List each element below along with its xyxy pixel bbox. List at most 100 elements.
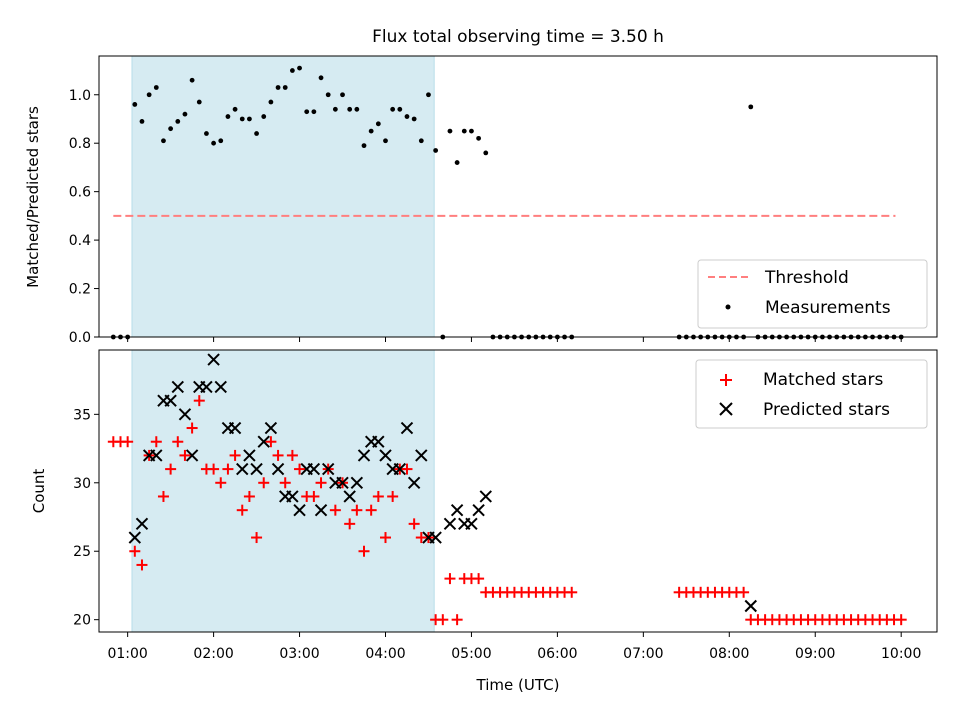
- measurement-point: [239, 116, 245, 122]
- measurement-point: [390, 106, 396, 112]
- measurement-point: [175, 119, 181, 124]
- x-tick-label: 10:00: [881, 646, 921, 662]
- measurement-point: [411, 116, 417, 122]
- bottom-legend: Matched stars Predicted stars: [695, 359, 928, 429]
- measurement-point: [483, 150, 489, 156]
- y-tick-label: 25: [73, 544, 91, 560]
- top-plot-frame: [98, 55, 938, 338]
- measurement-point: [375, 121, 381, 127]
- predicted-star-point: [286, 490, 299, 503]
- matched-star-point: [372, 490, 384, 502]
- predicted-star-point: [744, 599, 757, 613]
- measurement-point: [254, 131, 259, 136]
- legend-threshold-label: Threshold: [764, 268, 849, 288]
- matched-star-point: [258, 477, 270, 489]
- measurement-point: [218, 138, 224, 144]
- matched-star-point: [272, 449, 284, 461]
- predicted-star-point: [185, 449, 199, 462]
- predicted-star-point: [207, 353, 220, 366]
- measurement-point: [469, 128, 474, 134]
- matched-star-point: [122, 436, 134, 448]
- shade-rect: [131, 349, 435, 633]
- matched-star-point: [286, 449, 298, 461]
- measurement-point: [232, 106, 238, 112]
- predicted-star-point: [479, 490, 492, 503]
- matched-star-point: [401, 463, 413, 475]
- legend-predicted-swatch: [719, 402, 733, 416]
- y-tick-label: 0.8: [69, 136, 91, 152]
- measurement-point: [132, 102, 138, 107]
- matched-star-point: [387, 490, 399, 502]
- measurement-point: [318, 75, 324, 81]
- predicted-star-point: [465, 517, 478, 531]
- y-tick-label: 0.6: [69, 185, 91, 201]
- measurement-point: [153, 85, 159, 90]
- predicted-star-point: [400, 421, 414, 435]
- matched-star-point: [236, 504, 248, 516]
- matched-star-point: [251, 532, 263, 544]
- bottom-x-axis-label: Time (UTC): [476, 676, 560, 694]
- matched-star-point: [186, 422, 198, 434]
- measurement-point: [447, 128, 453, 134]
- measurement-point: [354, 106, 360, 112]
- measurement-point: [748, 104, 754, 110]
- measurement-point: [182, 111, 188, 117]
- x-tick-label: 04:00: [365, 646, 405, 662]
- y-tick-label: 30: [73, 476, 91, 492]
- predicted-star-point: [343, 490, 356, 503]
- predicted-star-point: [429, 531, 442, 544]
- predicted-star-point: [393, 462, 407, 476]
- y-tick-label: 20: [73, 613, 91, 629]
- top-y-axis-label: Matched/Predicted stars: [24, 106, 42, 288]
- top-observing-interval-shade: [131, 55, 435, 338]
- y-tick-label: 0.2: [69, 282, 91, 298]
- bottom-y-axis-label: Count: [30, 469, 48, 514]
- y-tick-label: 0.0: [69, 330, 91, 346]
- matched-star-point: [179, 449, 191, 461]
- x-tick-label: 02:00: [193, 646, 233, 662]
- y-tick-label: 35: [73, 407, 91, 423]
- x-tick-label: 06:00: [537, 646, 577, 662]
- matched-star-point: [279, 477, 291, 489]
- matched-star-point: [344, 518, 356, 530]
- measurement-point: [476, 135, 482, 141]
- measurement-point: [304, 109, 310, 115]
- predicted-star-point: [200, 380, 213, 394]
- measurement-point: [211, 140, 216, 146]
- matched-star-point: [358, 545, 370, 557]
- bottom-y-axis: 20 25 30 35: [73, 407, 99, 629]
- top-chart-title: Flux total observing time = 3.50 h: [372, 27, 664, 47]
- shade-rect: [131, 55, 435, 338]
- measurement-point: [426, 92, 431, 98]
- measurement-point: [347, 106, 353, 112]
- matched-star-point: [566, 586, 578, 598]
- measurement-point: [404, 114, 410, 119]
- matched-star-point: [444, 573, 456, 585]
- matched-star-point: [379, 532, 391, 544]
- measurement-point: [325, 92, 331, 98]
- matched-star-point: [408, 518, 420, 530]
- matched-star-point: [351, 504, 363, 516]
- predicted-star-point: [214, 380, 227, 394]
- measurement-point: [225, 114, 231, 119]
- measurement-point: [168, 126, 174, 132]
- predicted-star-point: [135, 517, 149, 531]
- matched-star-point: [165, 463, 177, 475]
- measurement-point: [461, 128, 467, 134]
- y-tick-label: 0.4: [69, 233, 91, 249]
- legend-matched-swatch: [720, 374, 732, 386]
- predicted-star-point: [443, 517, 457, 531]
- matched-star-point: [215, 477, 227, 489]
- predicted-star-point: [336, 476, 349, 489]
- predicted-star-point: [379, 449, 392, 462]
- legend-measurements-swatch: [725, 304, 731, 310]
- matched-star-point: [193, 395, 205, 407]
- x-tick-label: 07:00: [623, 646, 663, 662]
- measurement-point: [368, 128, 374, 134]
- y-tick-label: 1.0: [69, 88, 91, 104]
- matched-star-point: [308, 490, 320, 502]
- predicted-star-point: [257, 435, 270, 448]
- measurement-point: [247, 116, 252, 122]
- measurement-point: [397, 106, 403, 112]
- matched-star-point: [437, 614, 449, 626]
